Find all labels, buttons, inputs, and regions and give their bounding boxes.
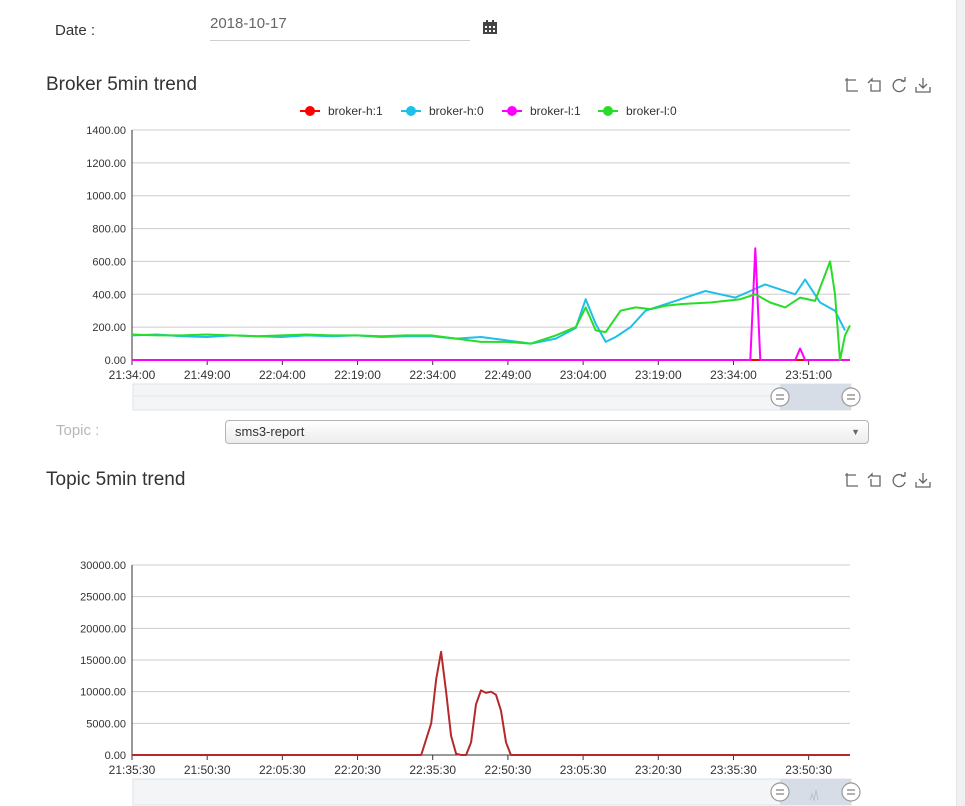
x-tick-label: 21:35:30 <box>109 763 156 777</box>
y-tick-label: 0.00 <box>105 355 126 367</box>
download-icon[interactable] <box>914 471 932 489</box>
y-tick-label: 5000.00 <box>86 718 126 730</box>
restore-icon[interactable] <box>890 76 908 94</box>
y-tick-label: 20000.00 <box>80 623 126 635</box>
topic-datazoom-slider[interactable] <box>132 778 852 806</box>
broker-y-axis: 0.00 200.00 400.00 600.00 800.00 1000.00 1200.… <box>86 125 133 367</box>
legend-label[interactable]: broker-l:0 <box>626 104 677 118</box>
y-tick-label: 15000.00 <box>80 655 126 667</box>
calendar-icon[interactable] <box>482 19 498 35</box>
x-tick-label: 22:50:30 <box>485 763 532 777</box>
y-tick-label: 200.00 <box>92 322 126 334</box>
y-tick-label: 800.00 <box>92 224 126 236</box>
topic-select[interactable]: sms3-report ▼ <box>225 420 869 444</box>
y-tick-label: 30000.00 <box>80 560 126 572</box>
topic-y-axis: 0.00 5000.00 10000.00 15000.00 20000.00 25000… <box>80 560 133 762</box>
broker-chart-toolbox <box>842 76 937 96</box>
x-tick-label: 23:19:00 <box>635 368 682 382</box>
series-line-broker-l-0 <box>131 260 851 361</box>
y-tick-label: 1400.00 <box>86 125 126 137</box>
x-tick-label: 23:20:30 <box>635 763 682 777</box>
topic-series <box>132 650 850 756</box>
topic-chart-toolbox <box>842 471 937 491</box>
x-tick-label: 23:05:30 <box>560 763 607 777</box>
topic-datazoom-handle-left[interactable] <box>770 782 790 802</box>
x-tick-label: 22:35:30 <box>409 763 456 777</box>
series-line-broker-l-1 <box>132 247 850 361</box>
legend-swatch-dot <box>507 106 517 116</box>
zoom-icon[interactable] <box>842 471 860 489</box>
topic-chart: 0.00 5000.00 10000.00 15000.00 20000.00 25000… <box>80 560 861 806</box>
topic-select-value: sms3-report <box>235 424 305 439</box>
date-input[interactable]: 2018-10-17 <box>210 12 470 41</box>
series-line-0 <box>132 650 850 756</box>
x-tick-label: 23:35:30 <box>710 763 757 777</box>
zoom-icon[interactable] <box>842 76 860 94</box>
x-tick-label: 22:19:00 <box>334 368 381 382</box>
broker-datazoom-slider[interactable] <box>132 383 852 411</box>
x-tick-label: 21:49:00 <box>184 368 231 382</box>
zoom-reset-icon[interactable] <box>866 76 884 94</box>
topic-grid <box>132 564 850 756</box>
broker-datazoom-handle-right[interactable] <box>841 387 861 407</box>
x-tick-label: 23:34:00 <box>710 368 757 382</box>
topic-datazoom-handle-right[interactable] <box>841 782 861 802</box>
broker-series <box>131 247 851 361</box>
broker-x-axis: 21:34:00 21:49:00 22:04:00 22:19:00 22:34:00… <box>109 360 832 382</box>
y-tick-label: 400.00 <box>92 289 126 301</box>
legend-label[interactable]: broker-h:1 <box>328 104 383 118</box>
x-tick-label: 22:04:00 <box>259 368 306 382</box>
y-tick-label: 0.00 <box>105 750 126 762</box>
topic-label: Topic : <box>56 422 100 439</box>
page-scrollbar[interactable] <box>956 0 965 806</box>
topic-chart-title: Topic 5min trend <box>46 469 186 490</box>
legend-swatch-dot <box>406 106 416 116</box>
y-tick-label: 1000.00 <box>86 191 126 203</box>
zoom-reset-icon[interactable] <box>866 471 884 489</box>
broker-grid <box>132 129 850 361</box>
x-tick-label: 21:50:30 <box>184 763 231 777</box>
restore-icon[interactable] <box>890 471 908 489</box>
broker-chart: broker-h:1 broker-h:0 broker-l:1 broker-l:0… <box>86 104 861 411</box>
legend-swatch-dot <box>305 106 315 116</box>
x-tick-label: 23:04:00 <box>560 368 607 382</box>
date-label: Date : <box>55 22 96 39</box>
legend-swatch-dot <box>603 106 613 116</box>
download-icon[interactable] <box>914 76 932 94</box>
y-tick-label: 600.00 <box>92 256 126 268</box>
x-tick-label: 22:49:00 <box>485 368 532 382</box>
y-tick-label: 1200.00 <box>86 158 126 170</box>
x-tick-label: 22:34:00 <box>409 368 456 382</box>
broker-legend: broker-h:1 broker-h:0 broker-l:1 broker-l:0 <box>300 104 677 118</box>
chevron-down-icon: ▼ <box>851 427 860 437</box>
legend-label[interactable]: broker-h:0 <box>429 104 484 118</box>
y-tick-label: 25000.00 <box>80 592 126 604</box>
y-tick-label: 10000.00 <box>80 687 126 699</box>
broker-chart-title: Broker 5min trend <box>46 74 198 95</box>
x-tick-label: 23:51:00 <box>785 368 832 382</box>
x-tick-label: 22:05:30 <box>259 763 306 777</box>
x-tick-label: 23:50:30 <box>785 763 832 777</box>
x-tick-label: 22:20:30 <box>334 763 381 777</box>
topic-x-axis: 21:35:30 21:50:30 22:05:30 22:20:30 22:35:30… <box>109 755 832 777</box>
legend-label[interactable]: broker-l:1 <box>530 104 581 118</box>
series-line-broker-h-0 <box>131 278 846 345</box>
x-tick-label: 21:34:00 <box>109 368 156 382</box>
broker-datazoom-handle-left[interactable] <box>770 387 790 407</box>
